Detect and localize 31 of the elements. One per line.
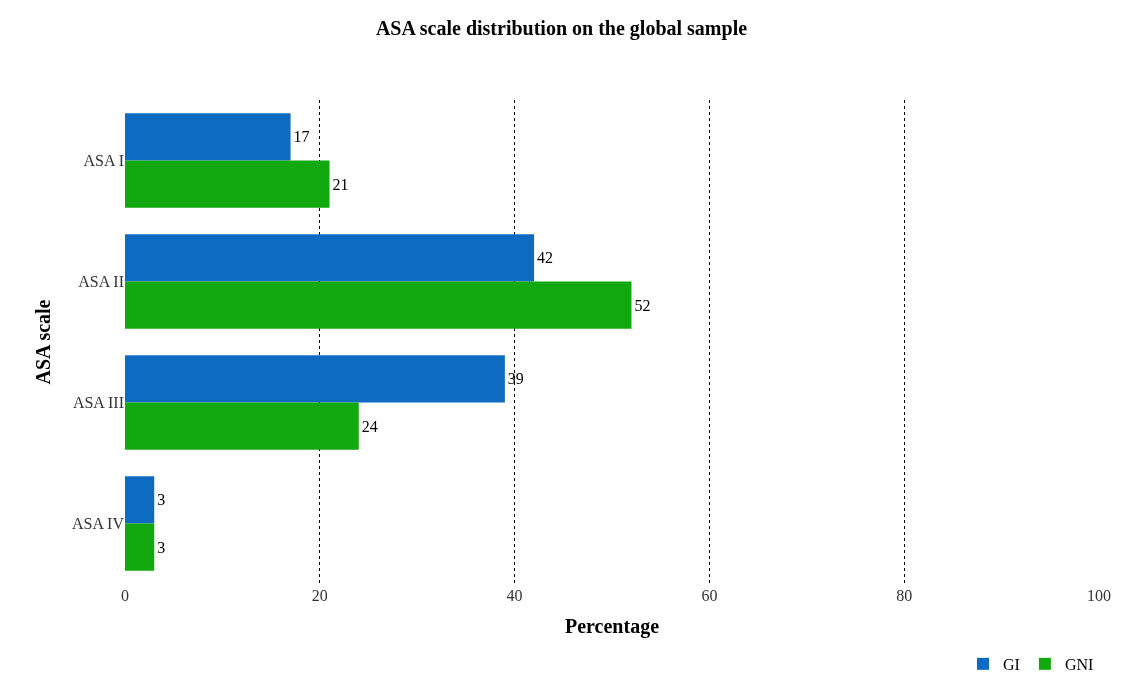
bar [125, 113, 291, 161]
data-label: 24 [361, 417, 378, 435]
bar [125, 160, 330, 208]
bar [125, 234, 535, 282]
x-tick-label: 60 [701, 587, 718, 604]
bar [125, 476, 155, 524]
bar [125, 281, 632, 329]
y-tick-label: ASA I [83, 152, 124, 170]
data-label: 42 [537, 249, 554, 267]
data-label: 21 [332, 175, 349, 193]
legend-label: GNI [1064, 656, 1094, 674]
data-label: 17 [293, 128, 310, 146]
chart-title: ASA scale distribution on the global sample [375, 16, 748, 40]
data-label: 39 [507, 370, 524, 388]
legend-label: GI [1003, 656, 1020, 674]
x-tick-label: 40 [506, 587, 523, 604]
data-label: 3 [157, 491, 166, 509]
x-axis-title: Percentage [564, 614, 660, 638]
y-axis-title: ASA scale [32, 299, 55, 385]
x-tick-label: 0 [121, 587, 129, 604]
y-tick-label: ASA III [72, 394, 124, 412]
x-tick-label: 80 [896, 587, 913, 604]
data-label: 3 [157, 538, 166, 556]
y-tick-label: ASA IV [71, 515, 125, 533]
bar [125, 402, 359, 450]
x-tick-label: 20 [311, 587, 328, 604]
bar [125, 523, 155, 571]
x-tick-label: 100 [1087, 587, 1111, 604]
data-label: 52 [634, 296, 651, 314]
y-tick-label: ASA II [78, 273, 124, 291]
bar [125, 355, 505, 403]
